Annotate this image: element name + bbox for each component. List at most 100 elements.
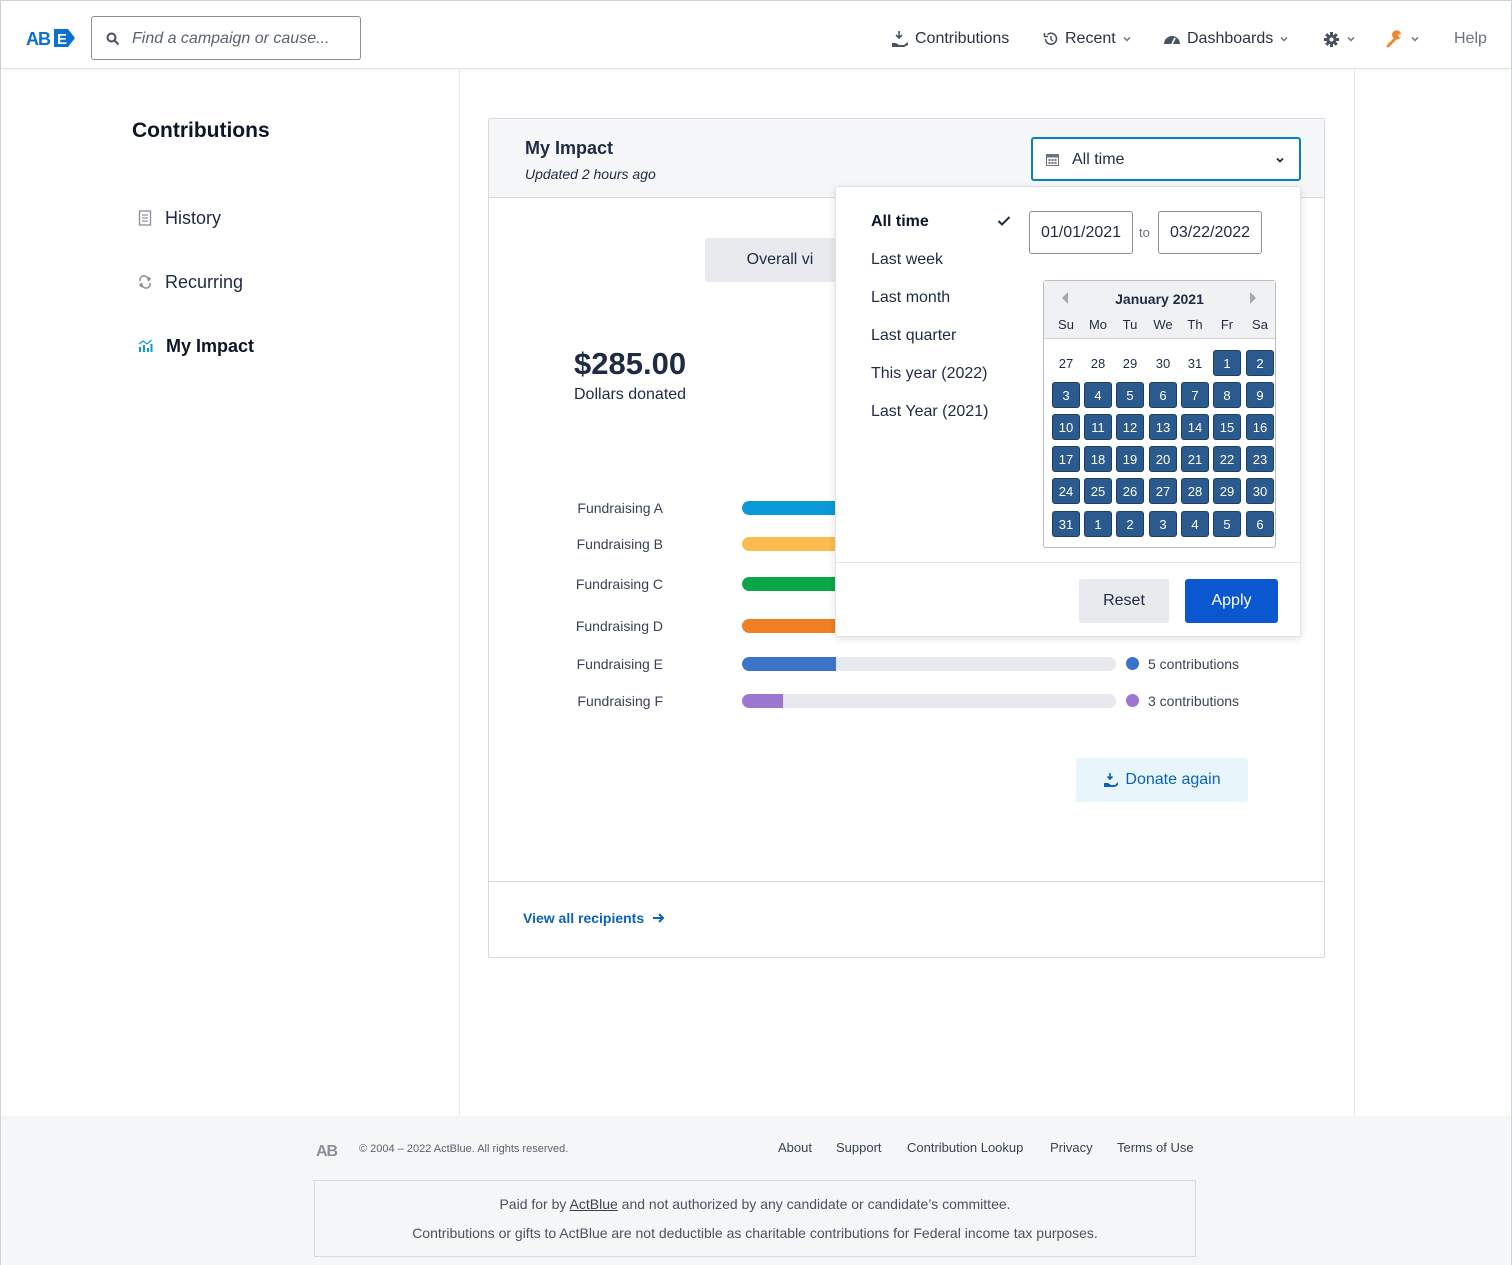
calendar-day[interactable]: 21 [1181,446,1209,472]
nav-recent[interactable]: Recent [1043,27,1132,51]
calendar-day[interactable]: 1 [1213,350,1241,376]
donate-again-label: Donate again [1125,771,1221,788]
dropdown-footer: Reset Apply [836,562,1300,636]
calendar-day[interactable]: 30 [1246,478,1274,504]
calendar-day[interactable]: 12 [1116,414,1144,440]
calendar-day[interactable]: 27 [1149,478,1177,504]
calendar-day[interactable]: 8 [1213,382,1241,408]
calendar-day[interactable]: 18 [1084,446,1112,472]
sidebar-item-recurring[interactable]: Recurring [138,269,243,295]
calendar-day[interactable]: 25 [1084,478,1112,504]
calendar-day[interactable]: 19 [1116,446,1144,472]
content-divider [1354,69,1355,1116]
start-date-input[interactable] [1029,211,1133,254]
date-range-select[interactable]: All time [1031,137,1301,181]
calendar-icon [1046,154,1059,166]
card-footer: View all recipients [489,881,1324,957]
reset-button[interactable]: Reset [1079,579,1169,623]
calendar-day[interactable]: 2 [1246,350,1274,376]
legend-dot [1126,694,1139,707]
donate-again-button[interactable]: Donate again [1076,758,1248,802]
calendar-day[interactable]: 28 [1090,355,1106,371]
apply-button[interactable]: Apply [1185,579,1278,623]
calendar-day[interactable]: 6 [1149,382,1177,408]
weekday-label: Sa [1252,317,1268,332]
nav-dashboards[interactable]: Dashboards [1163,27,1289,51]
calendar-day[interactable]: 31 [1052,511,1080,537]
calendar-day[interactable]: 1 [1084,511,1112,537]
calendar-day[interactable]: 20 [1149,446,1177,472]
calendar-day[interactable]: 29 [1213,478,1241,504]
footer-link-terms[interactable]: Terms of Use [1117,1140,1194,1155]
preset-last-quarter[interactable]: Last quarter [871,327,957,344]
calendar-day[interactable]: 2 [1116,511,1144,537]
preset-last-year[interactable]: Last Year (2021) [871,403,989,420]
calendar-next-icon[interactable] [1250,292,1256,304]
calendar-day[interactable]: 10 [1052,414,1080,440]
calendar-day[interactable]: 15 [1213,414,1241,440]
calendar-day[interactable]: 4 [1181,511,1209,537]
footer-logo: AB [316,1143,339,1159]
footer-link-support[interactable]: Support [836,1140,882,1155]
calendar-day[interactable]: 31 [1187,355,1203,371]
sidebar-item-history[interactable]: History [138,205,221,231]
preset-this-year[interactable]: This year (2022) [871,365,988,382]
calendar-day[interactable]: 22 [1213,446,1241,472]
calendar-prev-icon[interactable] [1062,292,1068,304]
updated-timestamp: Updated 2 hours ago [525,166,656,182]
footer-link-about[interactable]: About [778,1140,812,1155]
chevron-down-icon [1280,36,1288,42]
preset-all-time[interactable]: All time [871,213,929,230]
overall-view-button[interactable]: Overall vi [705,238,855,282]
calendar-day[interactable]: 3 [1149,511,1177,537]
calendar-day[interactable]: 5 [1213,511,1241,537]
view-all-recipients-link[interactable]: View all recipients [523,910,665,926]
fundraising-name: Fundraising D [575,618,663,634]
calendar-day[interactable]: 17 [1052,446,1080,472]
calendar-day[interactable]: 11 [1084,414,1112,440]
calendar-day[interactable]: 3 [1052,382,1080,408]
calendar-day[interactable]: 24 [1052,478,1080,504]
end-date-input[interactable] [1158,211,1262,254]
svg-text:AB: AB [26,29,51,49]
sidebar-item-my-impact[interactable]: My Impact [138,333,254,359]
footer-link-privacy[interactable]: Privacy [1050,1140,1093,1155]
search-box[interactable] [91,16,361,60]
calendar-day[interactable]: 6 [1246,511,1274,537]
preset-last-week[interactable]: Last week [871,251,944,268]
total-amount-label: Dollars donated [574,386,687,403]
total-amount: $285.00 [574,346,687,381]
weekday-label: Fr [1220,317,1234,332]
calendar-day[interactable]: 14 [1181,414,1209,440]
actblue-logo[interactable]: AB E [26,27,76,49]
calendar-day[interactable]: 28 [1181,478,1209,504]
calendar-day[interactable]: 13 [1149,414,1177,440]
footer-link-contribution-lookup[interactable]: Contribution Lookup [907,1140,1024,1155]
calendar-day[interactable]: 30 [1155,355,1171,371]
chevron-down-icon [1276,157,1284,163]
nav-settings[interactable] [1323,27,1356,51]
calendar-day[interactable]: 27 [1058,355,1074,371]
footer-logo-text: AB [316,1143,338,1159]
calendar-day[interactable]: 16 [1246,414,1274,440]
calendar-day[interactable]: 23 [1246,446,1274,472]
search-input[interactable] [132,27,352,51]
progress-fill [742,694,784,708]
legend-dot [1126,657,1139,670]
calendar-day[interactable]: 5 [1116,382,1144,408]
weekday-label: Su [1058,317,1074,332]
calendar-day[interactable]: 29 [1122,355,1138,371]
calendar-day[interactable]: 26 [1116,478,1144,504]
calendar-day[interactable]: 9 [1246,382,1274,408]
calendar-day[interactable]: 4 [1084,382,1112,408]
nav-contributions[interactable]: Contributions [891,27,1009,51]
nav-tools[interactable] [1386,27,1420,51]
preset-last-month[interactable]: Last month [871,289,951,306]
calendar-day[interactable]: 7 [1181,382,1209,408]
nav-help[interactable]: Help [1454,30,1487,47]
fundraising-name: Fundraising B [576,536,663,552]
sidebar-item-label: My Impact [166,335,255,356]
chevron-down-icon [1411,36,1419,42]
repeat-icon [138,275,152,289]
actblue-link[interactable]: ActBlue [569,1196,618,1212]
